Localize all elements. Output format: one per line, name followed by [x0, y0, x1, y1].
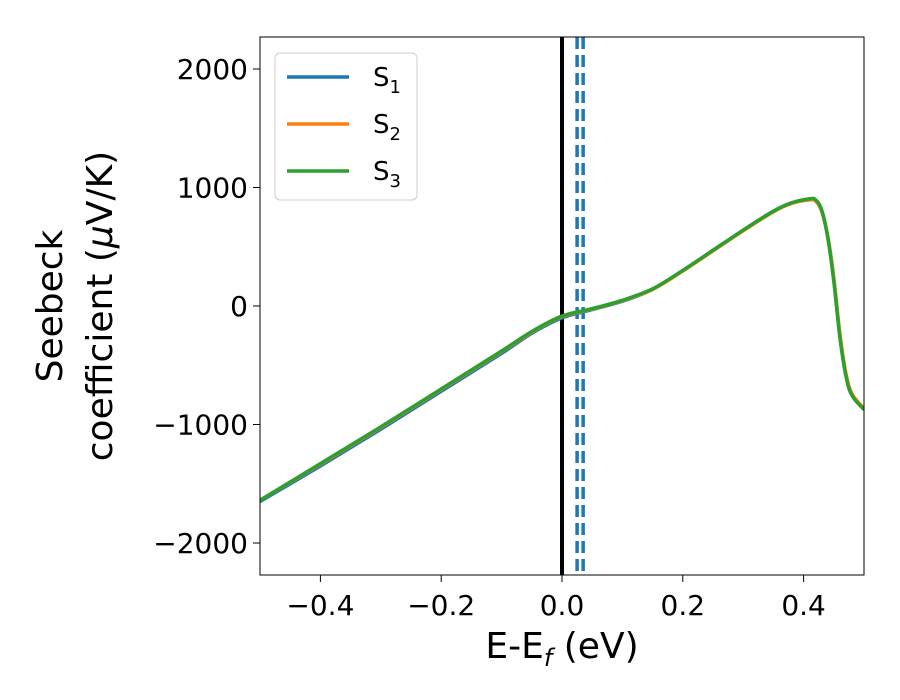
x-tick-label: −0.2 — [407, 589, 475, 622]
y-tick-label: 2000 — [177, 53, 248, 86]
axis-titles: E-Ef (eV) Seebeck coefficient (μV/K) — [30, 151, 639, 672]
y-tick-label: −1000 — [153, 409, 248, 442]
plot-area — [260, 37, 864, 575]
axes: −0.4 −0.2 0.0 0.2 0.4 −2000 −1000 0 1000 2000 — [153, 36, 865, 622]
legend-label-s3: S3 — [373, 157, 401, 192]
y-tick-label: 0 — [230, 290, 248, 323]
y-tick-label: 1000 — [177, 171, 248, 204]
x-tick-label: 0.2 — [661, 589, 706, 622]
x-tick-label: −0.4 — [286, 589, 354, 622]
legend-label-s2: S2 — [373, 110, 401, 145]
y-axis-title-line2: coefficient (μV/K) — [80, 151, 121, 461]
y-axis-title-line1: Seebeck — [30, 229, 71, 382]
legend: S1 S2 S3 — [274, 52, 418, 201]
series-line-s3 — [260, 196, 864, 502]
legend-label-s1: S1 — [373, 63, 401, 98]
x-axis-title: E-Ef (eV) — [485, 626, 638, 672]
x-tick-label: 0.0 — [540, 589, 585, 622]
legend-box — [274, 52, 418, 201]
x-tick-label: 0.4 — [781, 589, 826, 622]
y-tick-label: −2000 — [153, 527, 248, 560]
